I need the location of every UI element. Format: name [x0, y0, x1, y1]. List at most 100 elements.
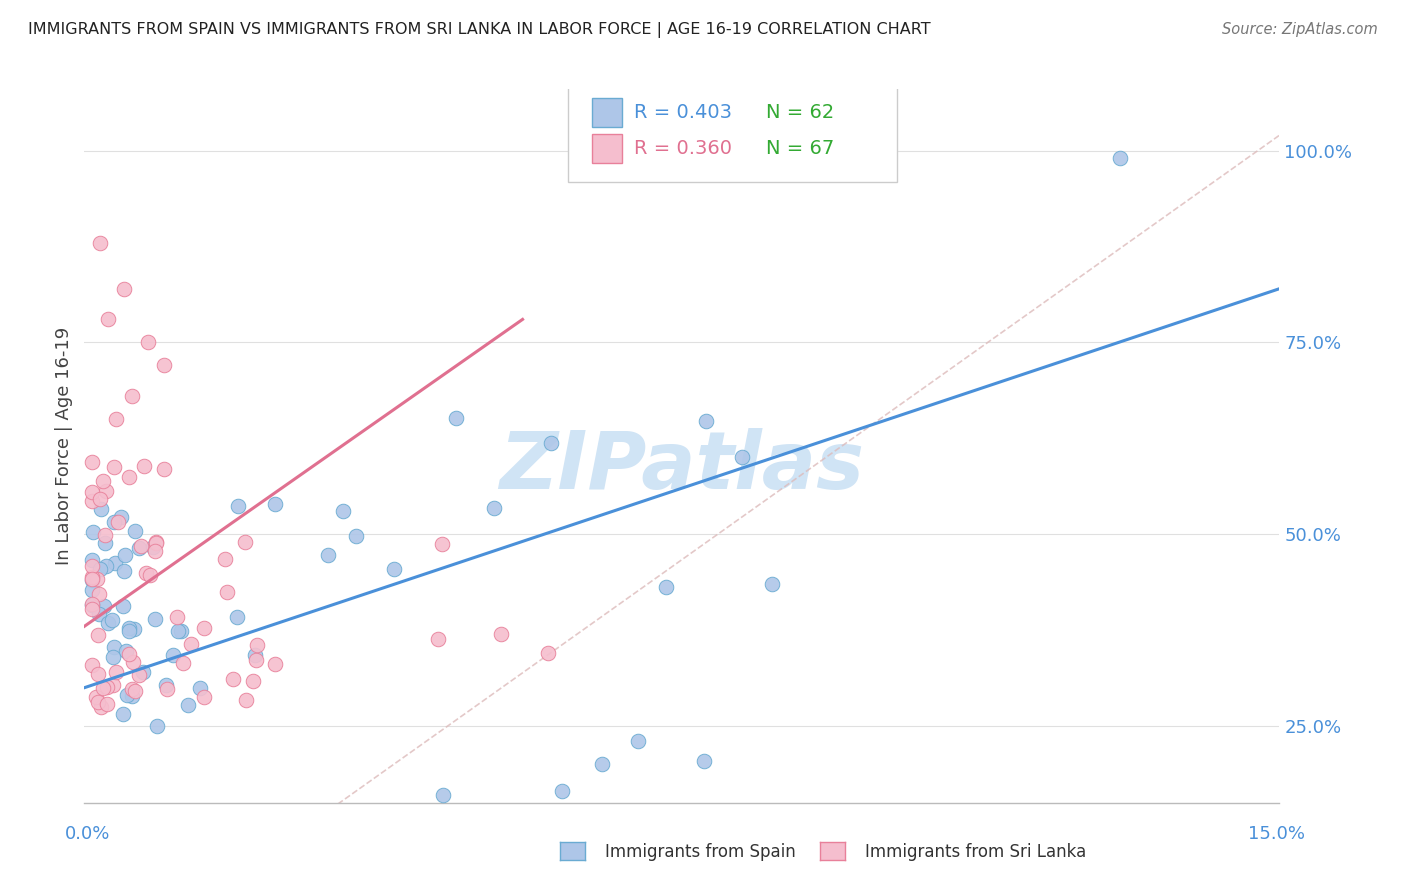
Point	[89, 235, 111, 250]
Point	[316, 549, 339, 563]
Point	[112, 564, 135, 578]
Point	[153, 461, 176, 475]
Point	[87, 628, 110, 642]
Point	[655, 580, 678, 594]
Point	[145, 536, 167, 550]
Point	[118, 647, 141, 661]
Text: Immigrants from Sri Lanka: Immigrants from Sri Lanka	[865, 843, 1085, 861]
Point	[104, 556, 127, 570]
Point	[132, 665, 155, 679]
Point	[172, 656, 194, 670]
Point	[96, 680, 118, 694]
Point	[382, 562, 405, 576]
Point	[153, 359, 176, 373]
Point	[114, 644, 136, 658]
Point	[145, 534, 167, 549]
Point	[128, 667, 150, 681]
Point	[214, 552, 236, 566]
Point	[242, 674, 264, 689]
Point	[222, 672, 245, 686]
Point	[162, 648, 184, 662]
Point	[87, 695, 110, 709]
Point	[121, 389, 143, 403]
Point	[143, 612, 166, 626]
Point	[180, 637, 202, 651]
Point	[146, 719, 169, 733]
Point	[103, 459, 125, 474]
Point	[129, 539, 152, 553]
Point	[105, 412, 128, 426]
Point	[627, 734, 650, 748]
Point	[489, 627, 512, 641]
Text: 15.0%: 15.0%	[1249, 825, 1305, 843]
Point	[84, 690, 107, 705]
Point	[591, 757, 613, 772]
Point	[82, 658, 104, 673]
Point	[118, 621, 141, 635]
Point	[93, 599, 115, 613]
Point	[82, 573, 104, 587]
Point	[246, 638, 269, 652]
Point	[193, 690, 215, 704]
Point	[103, 515, 125, 529]
Point	[226, 610, 249, 624]
Text: 0.0%: 0.0%	[65, 825, 110, 843]
Point	[82, 493, 104, 508]
Point	[82, 599, 104, 613]
Point	[139, 567, 162, 582]
Point	[117, 624, 139, 638]
Point	[82, 559, 104, 574]
Y-axis label: In Labor Force | Age 16-19: In Labor Force | Age 16-19	[55, 326, 73, 566]
Point	[82, 601, 104, 615]
Point	[235, 692, 257, 706]
Point	[112, 282, 135, 296]
Point	[82, 553, 104, 567]
Point	[121, 689, 143, 703]
Text: N = 67: N = 67	[766, 139, 834, 158]
Point	[96, 697, 118, 711]
Point	[90, 501, 112, 516]
Point	[104, 665, 127, 679]
Point	[444, 410, 467, 425]
Point	[107, 515, 129, 529]
Point	[136, 335, 159, 350]
Point	[82, 598, 104, 612]
Point	[94, 558, 117, 573]
Point	[731, 450, 754, 464]
Point	[156, 681, 179, 696]
Point	[482, 500, 505, 515]
Point	[97, 615, 120, 630]
Point	[540, 436, 562, 450]
Point	[128, 541, 150, 555]
Point	[97, 312, 120, 326]
Point	[1109, 151, 1132, 165]
Point	[243, 648, 266, 662]
Point	[122, 655, 145, 669]
Point	[177, 698, 200, 712]
Point	[188, 681, 211, 695]
Point	[135, 566, 157, 581]
Point	[226, 499, 249, 513]
Point	[94, 535, 117, 549]
Point	[82, 454, 104, 468]
Point	[87, 666, 110, 681]
Point	[166, 610, 188, 624]
Point	[166, 624, 188, 638]
Point	[143, 544, 166, 558]
Point	[693, 755, 716, 769]
Point	[103, 678, 125, 692]
Point	[537, 646, 560, 660]
Point	[332, 504, 354, 518]
Point	[86, 572, 108, 586]
Point	[114, 549, 136, 563]
Point	[142, 540, 165, 554]
Point	[215, 585, 238, 599]
FancyBboxPatch shape	[592, 134, 623, 162]
Point	[82, 572, 104, 586]
FancyBboxPatch shape	[568, 86, 897, 182]
Point	[264, 497, 287, 511]
Point	[111, 599, 134, 613]
Point	[132, 459, 155, 474]
Point	[82, 569, 104, 583]
Point	[471, 834, 494, 848]
